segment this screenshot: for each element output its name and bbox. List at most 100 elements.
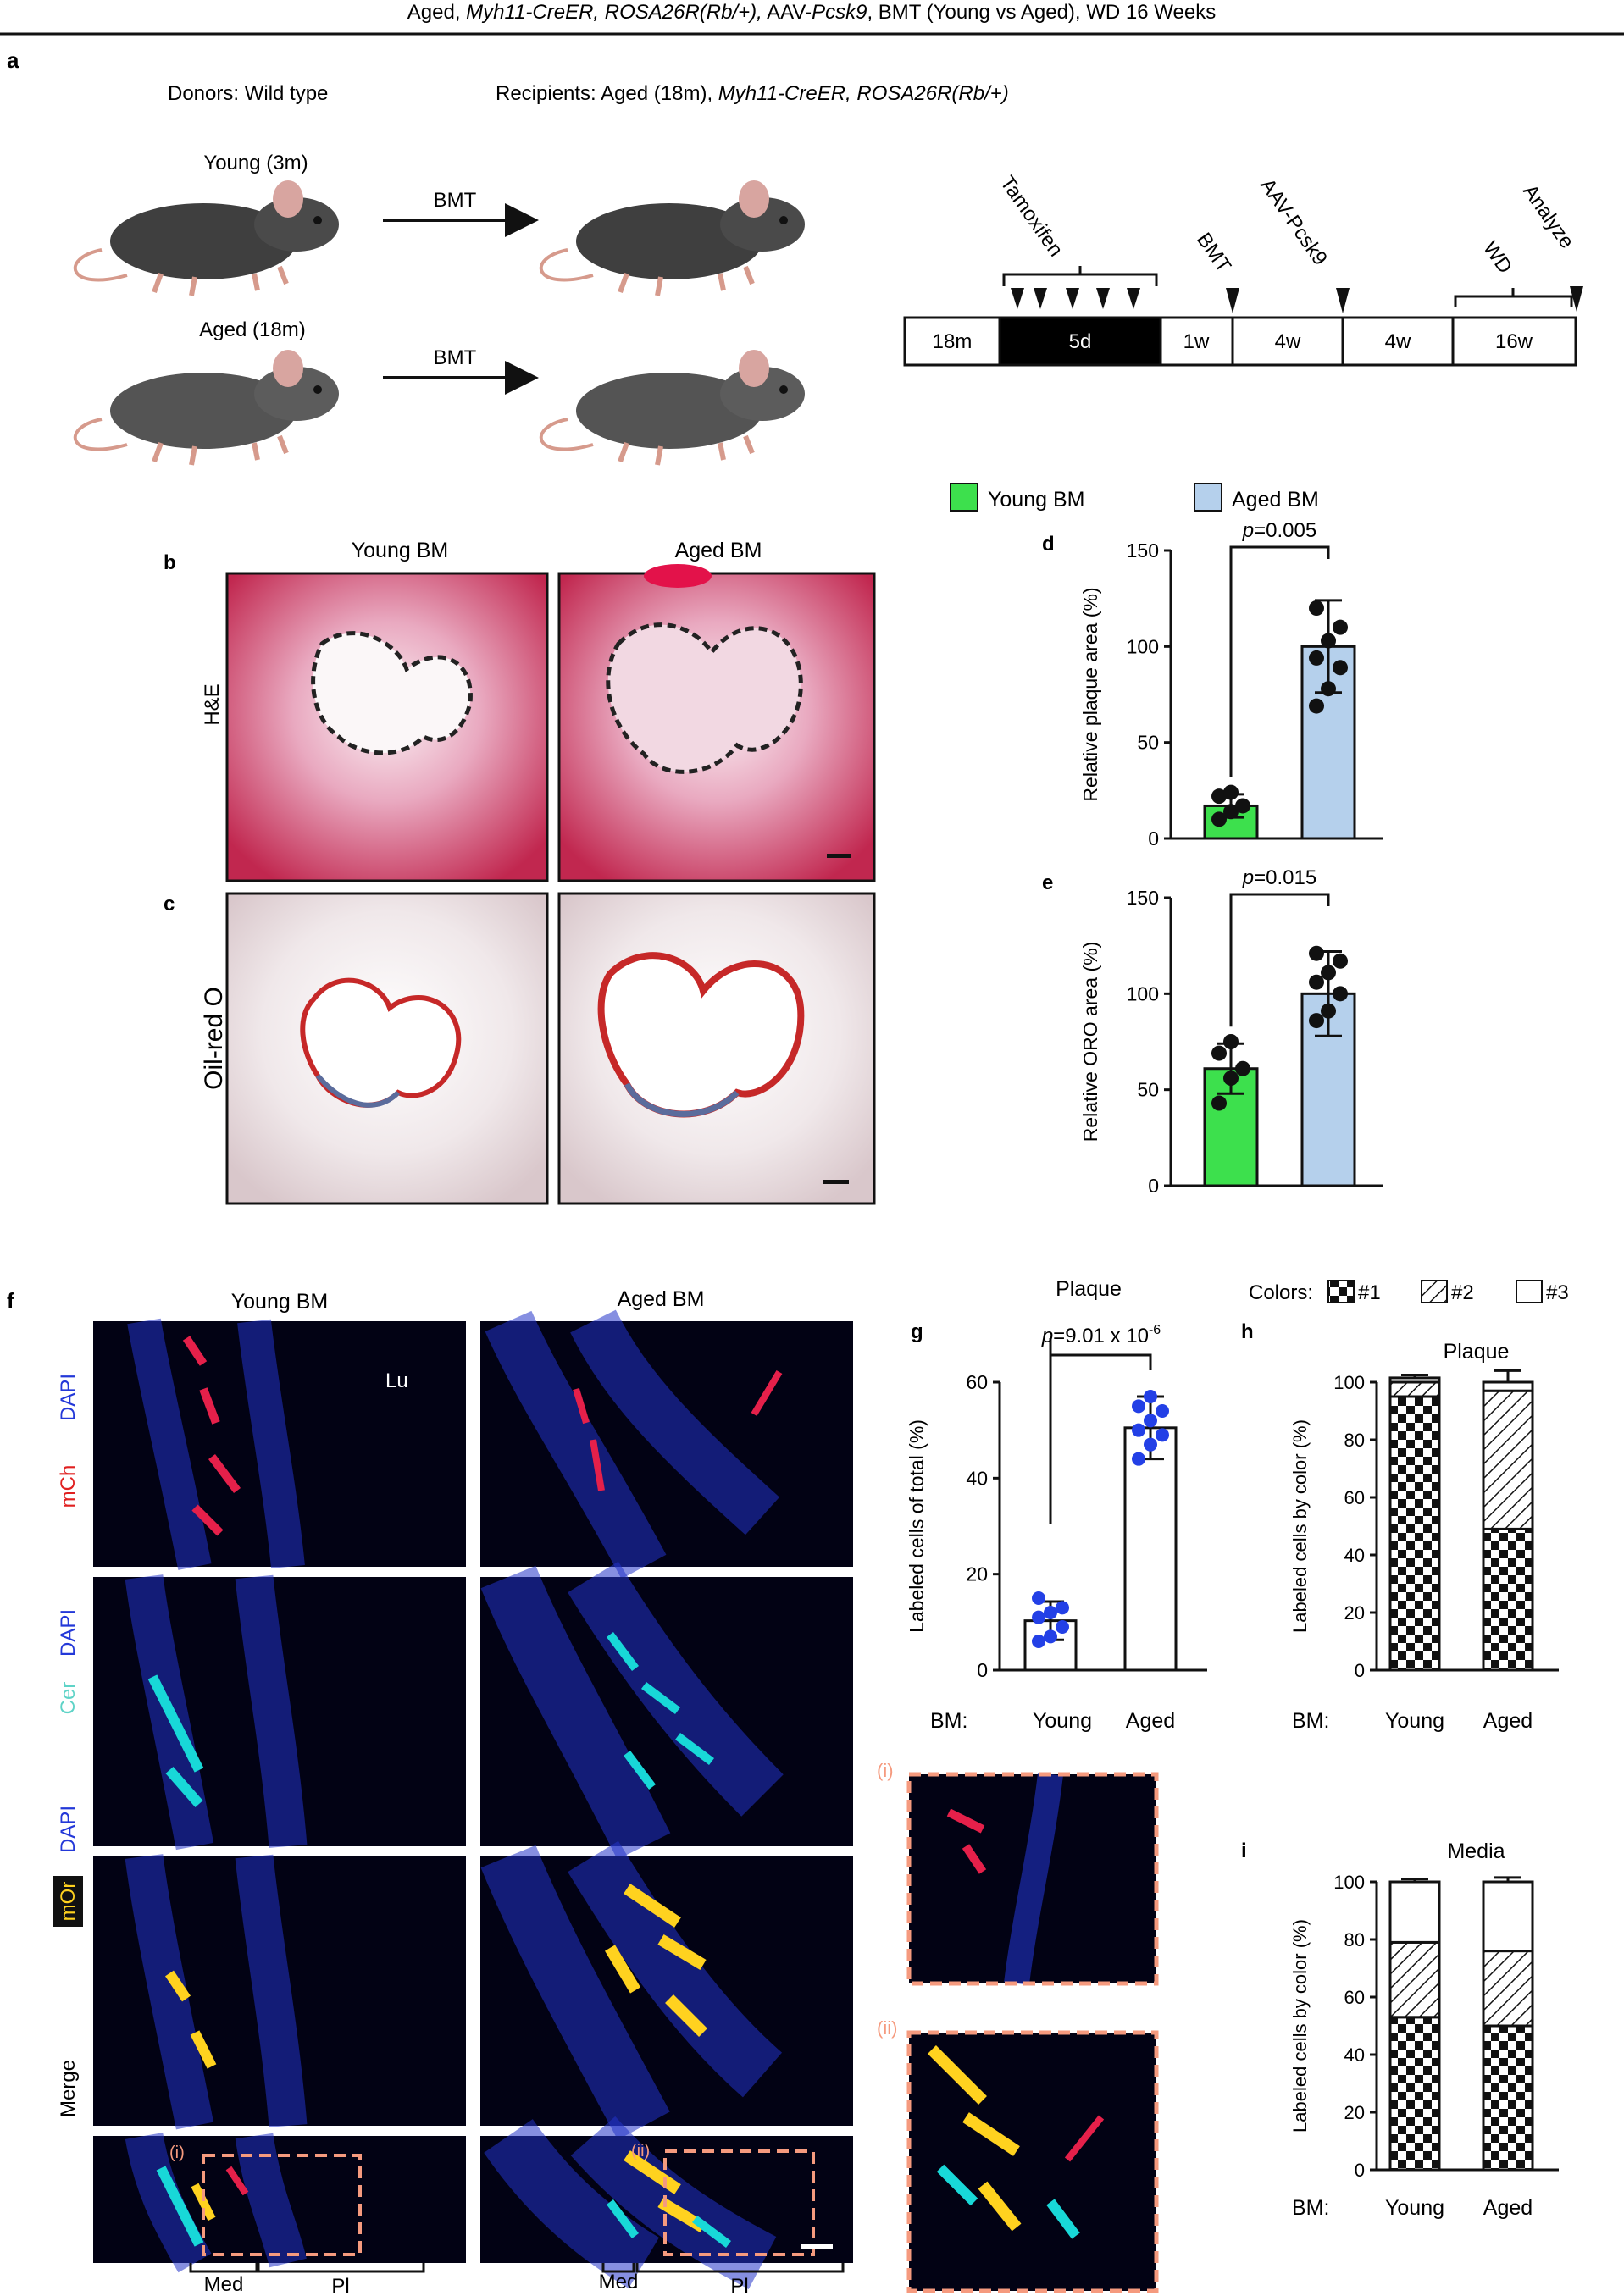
young-donor-label: Young (3m) xyxy=(203,152,308,174)
f-row-label-2: DAPI Cer xyxy=(57,1609,80,1714)
oro-image-young xyxy=(225,892,549,1205)
pl-label-aged: Pl xyxy=(730,2275,748,2296)
med-label-young: Med xyxy=(204,2273,244,2296)
y-tick-label: 40 xyxy=(966,1467,988,1489)
data-point xyxy=(1321,681,1336,697)
he-image-young xyxy=(225,572,549,882)
y-tick-label: 0 xyxy=(1148,1175,1159,1197)
mor-label-box xyxy=(53,1876,83,1927)
data-point xyxy=(1309,650,1324,666)
panel-letter-d: d xyxy=(1042,533,1055,556)
data-point xyxy=(1321,633,1336,649)
x-tick-label: Aged xyxy=(1126,1709,1175,1733)
y-tick-label: 20 xyxy=(1344,2102,1365,2123)
timeline-analyze: Analyze xyxy=(1518,180,1578,252)
significance-bracket xyxy=(1229,545,1330,777)
data-point xyxy=(1211,1095,1227,1111)
panel-letter-a: a xyxy=(7,47,19,73)
colors-legend-c3: #3 xyxy=(1546,1281,1569,1304)
pl-label-young: Pl xyxy=(331,2275,349,2296)
y-tick-label: 60 xyxy=(966,1371,988,1393)
bmt-label-top: BMT xyxy=(434,189,477,212)
p-value-number: =0.005 xyxy=(1254,519,1316,542)
y-tick-label: 100 xyxy=(1333,1872,1365,1893)
f-col-young: Young BM xyxy=(231,1290,328,1314)
chart-title: Plaque xyxy=(1056,1277,1122,1301)
colors-legend-c2: #2 xyxy=(1451,1281,1474,1304)
chart-i: 0 20 40 60 80 100 Labeled cells by color (%) Me… xyxy=(1289,1840,1559,2220)
x-tick-label: Aged xyxy=(1483,2196,1533,2220)
x-tick-label: Aged xyxy=(1483,1709,1533,1733)
y-tick-label: 0 xyxy=(1355,1660,1365,1681)
stacked-segment xyxy=(1388,1380,1441,1398)
data-point xyxy=(1309,1013,1324,1029)
inset-box-ii xyxy=(663,2149,815,2256)
data-point xyxy=(1333,986,1348,1002)
fluor-aged-cer xyxy=(480,1561,853,1860)
data-point xyxy=(1032,1591,1045,1605)
legend-aged-label: Aged BM xyxy=(1232,488,1319,512)
data-point xyxy=(1144,1437,1157,1452)
y-axis-label: Relative plaque area (%) xyxy=(1079,587,1101,801)
y-tick-label: 60 xyxy=(1344,1487,1365,1508)
timeline-seg-18m xyxy=(903,316,1001,367)
data-point xyxy=(1156,1428,1169,1442)
data-point xyxy=(1223,1071,1239,1087)
timeline-seg-4w-a xyxy=(1231,316,1344,367)
stacked-segment xyxy=(1388,2016,1441,2172)
f-row1-marker: mCh xyxy=(57,1465,80,1508)
stacked-segment xyxy=(1482,2024,1534,2172)
chart-g: 0 20 40 60 Labeled cells of total (%) Plaque Y… xyxy=(906,1277,1207,1733)
p-value-number: =9.01 x 10 xyxy=(1053,1325,1149,1347)
y-tick-label: 100 xyxy=(1333,1372,1365,1393)
y-tick-label: 80 xyxy=(1344,1430,1365,1451)
data-point xyxy=(1309,698,1324,714)
data-point xyxy=(1132,1399,1145,1414)
header-strain: Myh11-CreER, ROSA26R(Rb/+), xyxy=(466,1,762,24)
data-point xyxy=(1321,1003,1336,1019)
f-row3-dapi: DAPI xyxy=(57,1806,80,1853)
recipients-prefix: Recipients: Aged (18m), xyxy=(496,82,718,105)
row-label-oro: Oil-red O xyxy=(200,987,228,1090)
zoom-inset-ii xyxy=(906,2030,1159,2293)
p-value-symbol: p xyxy=(1041,1325,1053,1347)
y-tick-label: 40 xyxy=(1344,1545,1365,1566)
y-tick-label: 0 xyxy=(1355,2160,1365,2181)
y-tick-label: 20 xyxy=(1344,1602,1365,1624)
legend-swatch-young xyxy=(950,483,978,512)
data-point xyxy=(1333,953,1348,969)
data-point xyxy=(1056,1601,1069,1615)
data-point xyxy=(1056,1620,1069,1634)
data-point xyxy=(1044,1629,1057,1644)
y-axis-label: Relative ORO area (%) xyxy=(1079,942,1101,1142)
y-tick-label: 20 xyxy=(966,1563,988,1585)
stacked-segment xyxy=(1482,1389,1534,1530)
p-value-number: =0.015 xyxy=(1254,866,1316,889)
mouse-icon xyxy=(73,180,339,296)
stacked-segment xyxy=(1482,1950,1534,2028)
data-point xyxy=(1235,798,1250,814)
f-row1-dapi: DAPI xyxy=(57,1374,80,1421)
legend-swatch-aged xyxy=(1194,483,1222,512)
data-point xyxy=(1223,784,1239,800)
timeline-bmt: BMT xyxy=(1192,229,1235,277)
fluor-young-merge: (i) xyxy=(93,2132,466,2273)
fluor-aged-mch xyxy=(480,1309,853,1580)
stacked-segment xyxy=(1388,1940,1441,2019)
timeline-seg-1w xyxy=(1159,316,1234,367)
legend-young-label: Young BM xyxy=(988,488,1084,512)
aged-donor-label: Aged (18m) xyxy=(199,318,305,341)
p-value: p=0.005 xyxy=(1242,519,1316,542)
row-label-he: H&E xyxy=(201,683,224,725)
pl-bracket-aged xyxy=(635,2263,845,2273)
fluor-aged-merge: (ii) xyxy=(480,2116,853,2289)
p-value-symbol: p xyxy=(1242,519,1254,542)
chart-e: 0 50 100 150 Relative ORO area (%) p=0.015 xyxy=(1079,866,1383,1197)
stacked-segment xyxy=(1482,1527,1534,1672)
x-prefix-label: BM: xyxy=(1292,1709,1329,1733)
chart-title: Media xyxy=(1447,1840,1505,1863)
panel-letter-i: i xyxy=(1241,1840,1247,1862)
y-tick-label: 60 xyxy=(1344,1987,1365,2008)
tamoxifen-triangle xyxy=(1066,288,1079,309)
f-row2-marker: Cer xyxy=(57,1682,80,1715)
